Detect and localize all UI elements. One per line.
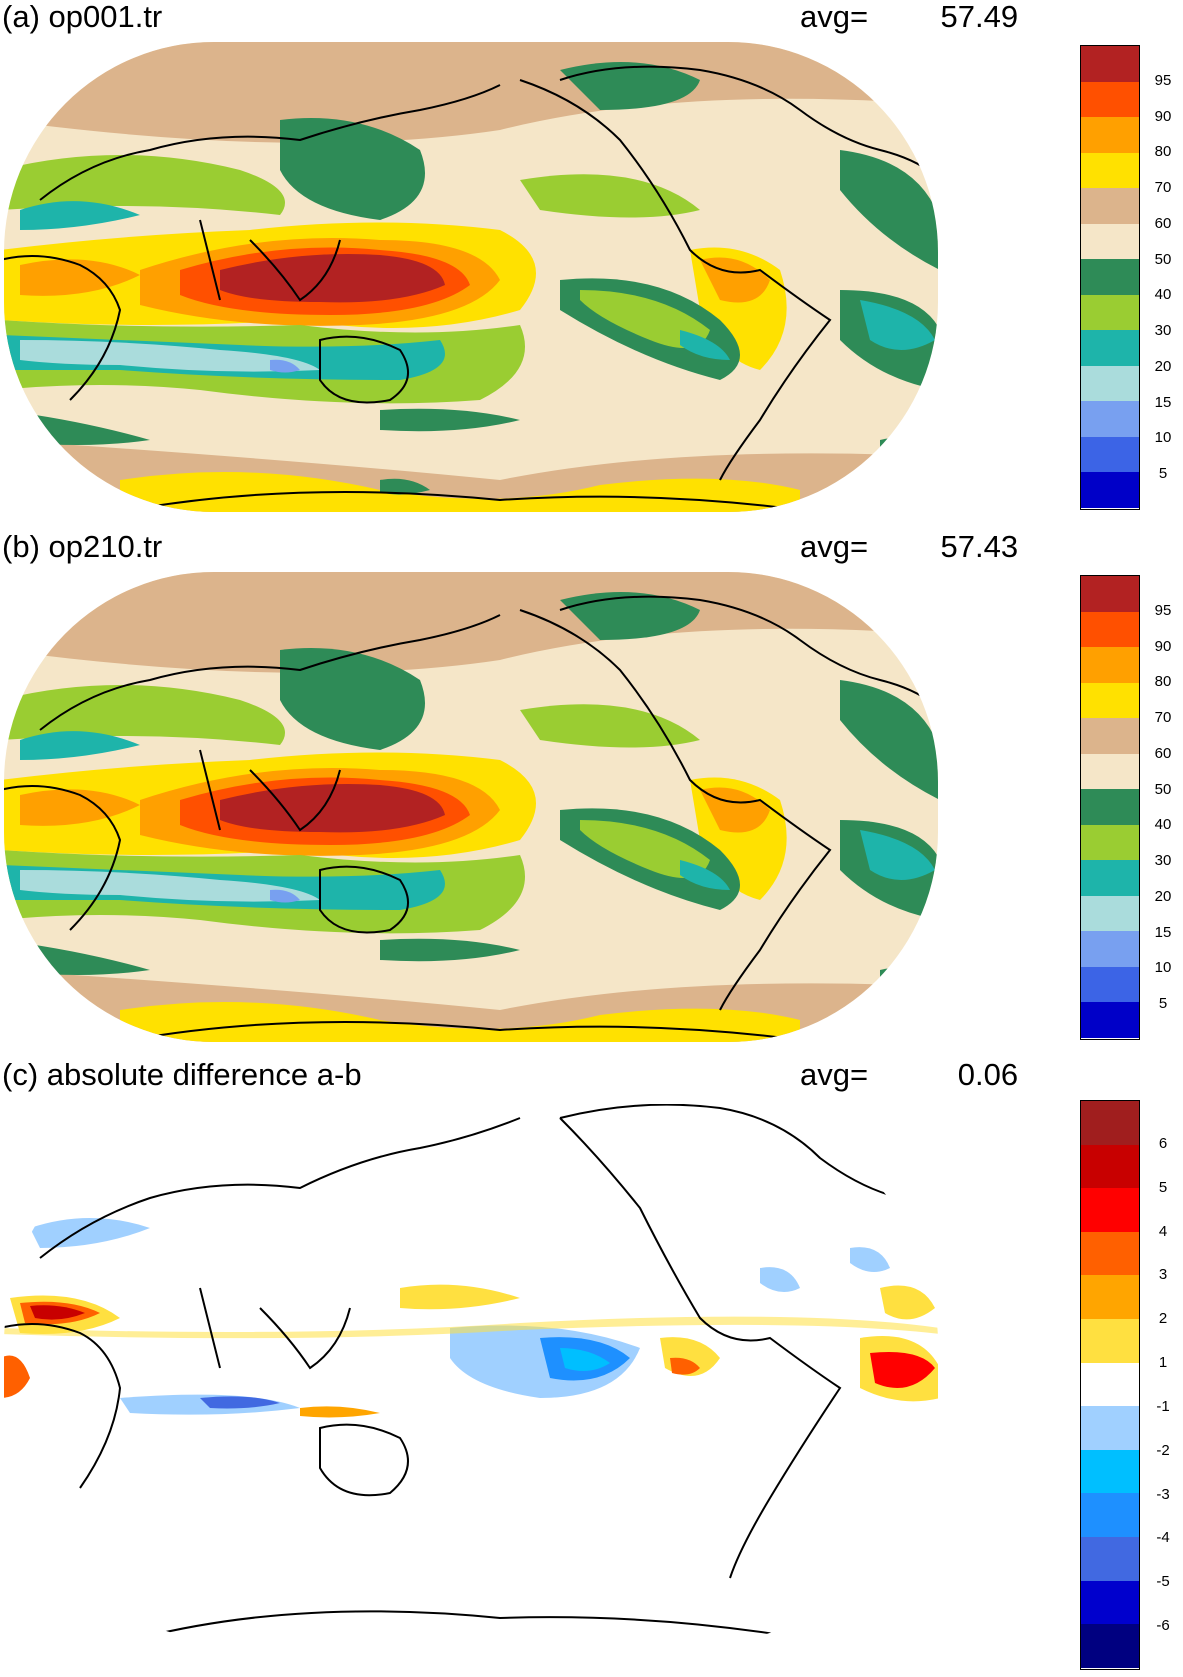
panel-c-avg-value: 0.06 <box>957 1057 1019 1092</box>
panel-b-avg-value: 57.43 <box>940 529 1019 564</box>
colorbar-swatch <box>1081 1275 1139 1320</box>
colorbar-tick-label: 2 <box>1158 1310 1168 1328</box>
colorbar-swatch <box>1081 966 1139 1003</box>
colorbar-swatch <box>1081 1231 1139 1276</box>
colorbar-tick-label: 90 <box>1154 637 1172 655</box>
panel-b-colorbar <box>1080 575 1140 1040</box>
colorbar-tick-label: 95 <box>1154 601 1172 619</box>
panel-b-average: avg= 57.43 <box>800 530 1018 564</box>
colorbar-tick-label: 4 <box>1158 1222 1168 1240</box>
panel-b-field <box>4 572 938 1042</box>
colorbar-swatch <box>1081 1144 1139 1189</box>
colorbar-tick-label: 5 <box>1158 1178 1168 1196</box>
panel-c-colorbar <box>1080 1100 1140 1670</box>
colorbar-swatch <box>1081 1449 1139 1494</box>
colorbar-tick-label: -6 <box>1156 1617 1170 1635</box>
colorbar-swatch <box>1081 860 1139 896</box>
colorbar-swatch <box>1081 330 1139 366</box>
panel-a-avg-label: avg= <box>800 0 869 34</box>
colorbar-tick-label: 1 <box>1158 1354 1168 1372</box>
colorbar-swatch <box>1081 46 1139 82</box>
colorbar-swatch <box>1081 152 1139 189</box>
colorbar-swatch <box>1081 1624 1139 1668</box>
colorbar-swatch <box>1081 718 1139 754</box>
colorbar-swatch <box>1081 1188 1139 1232</box>
colorbar-tick-label: 5 <box>1158 995 1168 1013</box>
colorbar-tick-label: -4 <box>1156 1529 1170 1547</box>
colorbar-tick-label: 20 <box>1154 887 1172 905</box>
colorbar-tick-label: 30 <box>1154 322 1172 340</box>
colorbar-tick-label: 60 <box>1154 214 1172 232</box>
colorbar-tick-label: 50 <box>1154 250 1172 268</box>
colorbar-swatch <box>1081 1319 1139 1363</box>
colorbar-swatch <box>1081 611 1139 648</box>
panel-b-avg-label: avg= <box>800 529 869 564</box>
colorbar-swatch <box>1081 365 1139 402</box>
colorbar-tick-label: -3 <box>1156 1485 1170 1503</box>
colorbar-swatch <box>1081 647 1139 683</box>
panel-b-title: (b) op210.tr <box>2 529 163 564</box>
colorbar-tick-label: 40 <box>1154 816 1172 834</box>
panel-c-map <box>4 1104 938 1644</box>
colorbar-tick-label: 6 <box>1158 1134 1168 1152</box>
panel-a-colorbar <box>1080 45 1140 510</box>
panel-b-map <box>4 572 938 1042</box>
colorbar-tick-label: 80 <box>1154 143 1172 161</box>
colorbar-swatch <box>1081 117 1139 153</box>
colorbar-swatch <box>1081 81 1139 118</box>
colorbar-tick-label: 15 <box>1154 923 1172 941</box>
colorbar-swatch <box>1081 895 1139 932</box>
colorbar-tick-label: 95 <box>1154 71 1172 89</box>
colorbar-tick-label: -1 <box>1156 1397 1170 1415</box>
colorbar-swatch <box>1081 1002 1139 1038</box>
colorbar-swatch <box>1081 1362 1139 1407</box>
colorbar-swatch <box>1081 294 1139 331</box>
colorbar-swatch <box>1081 1580 1139 1625</box>
colorbar-swatch <box>1081 472 1139 508</box>
panel-b: (b) op210.tr avg= 57.43 <box>0 530 1183 1050</box>
panel-c-avg-label: avg= <box>800 1057 869 1092</box>
colorbar-swatch <box>1081 576 1139 612</box>
colorbar-swatch <box>1081 753 1139 790</box>
colorbar-tick-label: -2 <box>1156 1441 1170 1459</box>
panel-a-map <box>4 42 938 512</box>
colorbar-tick-label: 10 <box>1154 429 1172 447</box>
colorbar-tick-label: 10 <box>1154 959 1172 977</box>
colorbar-tick-label: 50 <box>1154 780 1172 798</box>
colorbar-swatch <box>1081 789 1139 825</box>
colorbar-swatch <box>1081 223 1139 260</box>
colorbar-swatch <box>1081 824 1139 861</box>
colorbar-swatch <box>1081 436 1139 473</box>
colorbar-tick-label: 3 <box>1158 1266 1168 1284</box>
colorbar-tick-label: 5 <box>1158 465 1168 483</box>
colorbar-tick-label: 80 <box>1154 673 1172 691</box>
colorbar-swatch <box>1081 188 1139 224</box>
panel-c-title: (c) absolute difference a-b <box>2 1057 362 1092</box>
colorbar-tick-label: 70 <box>1154 709 1172 727</box>
colorbar-swatch <box>1081 1493 1139 1538</box>
colorbar-tick-label: 20 <box>1154 357 1172 375</box>
panel-c-field <box>4 1104 938 1644</box>
colorbar-swatch <box>1081 1101 1139 1145</box>
colorbar-swatch <box>1081 1537 1139 1581</box>
colorbar-tick-label: 30 <box>1154 852 1172 870</box>
colorbar-tick-label: -5 <box>1156 1573 1170 1591</box>
colorbar-swatch <box>1081 259 1139 295</box>
panel-a-field <box>4 42 938 512</box>
colorbar-tick-label: 40 <box>1154 286 1172 304</box>
colorbar-tick-label: 90 <box>1154 107 1172 125</box>
panel-c: (c) absolute difference a-b avg= 0.06 <box>0 1058 1183 1670</box>
colorbar-swatch <box>1081 1406 1139 1450</box>
colorbar-swatch <box>1081 401 1139 437</box>
panel-a-avg-value: 57.49 <box>940 0 1019 34</box>
colorbar-swatch <box>1081 931 1139 967</box>
colorbar-tick-label: 70 <box>1154 179 1172 197</box>
colorbar-tick-label: 60 <box>1154 744 1172 762</box>
panel-a-title: (a) op001.tr <box>2 0 163 34</box>
colorbar-swatch <box>1081 682 1139 719</box>
panel-a: (a) op001.tr avg= 57.49 <box>0 0 1183 520</box>
panel-a-average: avg= 57.49 <box>800 0 1018 34</box>
panel-c-average: avg= 0.06 <box>800 1058 1018 1092</box>
colorbar-tick-label: 15 <box>1154 393 1172 411</box>
